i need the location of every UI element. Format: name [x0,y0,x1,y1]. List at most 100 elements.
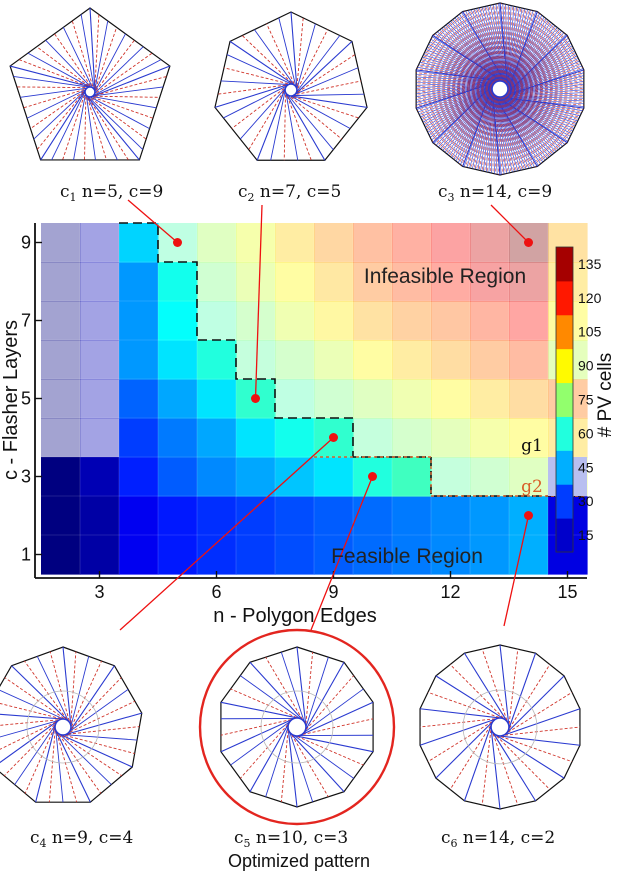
flasher-crease [494,733,565,779]
colorbar-band [556,450,573,485]
flasher-crease [507,7,522,91]
flasher-ring [462,689,538,765]
flasher-crease [287,94,351,129]
flasher-crease [492,91,530,169]
flasher-crease [495,95,573,132]
flasher-crease [26,87,89,119]
flasher-crease [84,91,87,160]
flasher-crease [451,20,507,85]
flasher-crease [493,93,549,158]
flasher-crease [36,88,87,150]
heatmap-cell [236,496,276,536]
flasher-crease [426,81,497,131]
heatmap-cell [158,379,198,419]
flasher-crease [454,84,494,161]
flasher-crease [20,87,90,98]
caption-c3: c3 n=14, c=9 [438,182,553,204]
flasher-crease [504,36,569,96]
flasher-crease [71,20,95,92]
heatmap-cell [314,496,354,536]
heatmap-cell [353,535,393,575]
flasher-crease [280,651,306,726]
flasher-crease [488,87,493,173]
flasher-crease [448,22,507,85]
flasher-crease [85,92,107,161]
flasher-crease [289,95,368,108]
flasher-crease [223,84,290,119]
flasher-crease [500,78,584,98]
flasher-crease [291,80,362,96]
flasher-crease [501,67,583,97]
flasher-crease [490,5,509,89]
flasher-crease [24,660,70,724]
flasher-crease [450,84,494,157]
flasher-crease [30,88,89,130]
flasher-crease [503,54,577,97]
flasher-crease [290,93,365,97]
colorbar-tick-label: 30 [578,493,594,509]
flasher-crease [490,88,493,173]
flasher-crease [492,92,538,167]
heatmap-cell [275,457,315,497]
flasher-crease [501,3,509,90]
flasher-crease [419,63,503,82]
leader-line [119,437,334,631]
heatmap-cell [158,340,198,380]
heatmap-cell [392,418,432,458]
sample-marker [173,238,182,247]
heatmap-cell [470,301,510,341]
flasher-crease [303,662,345,733]
flasher-crease [492,92,542,164]
flasher-crease [502,64,582,97]
flasher-crease [33,88,88,140]
flasher-crease [501,72,584,98]
flasher-crease [491,89,512,173]
heatmap-cell [197,301,237,341]
flasher-crease [495,3,509,89]
flasher-crease [503,50,575,97]
flasher-crease [470,9,508,87]
flasher-crease [506,17,546,94]
flasher-crease [492,91,533,168]
heatmap-cell [353,418,393,458]
flasher-crease [418,64,503,82]
flasher-crease [424,81,497,127]
flasher-crease [507,8,526,92]
flasher-crease [430,38,505,83]
colorbar: 15 30 45 60 75 90 105 120 135 [555,246,602,553]
leader-line [503,515,530,627]
heatmap-cell [275,301,315,341]
flasher-crease [497,96,581,115]
flasher-crease [431,82,496,141]
flasher-crease [455,16,507,86]
flasher-crease [502,61,581,97]
flasher-crease [416,80,500,99]
flasher-crease [288,94,359,119]
sample-marker [368,472,377,481]
flasher-crease [56,731,112,785]
heatmap-cell [392,223,432,263]
flasher-crease [466,85,493,168]
heatmap-cell [158,496,198,536]
flasher-crease [505,675,565,735]
flasher-crease [495,95,570,140]
flasher-crease [416,79,501,82]
flasher-crease [476,86,493,170]
flasher-crease [502,3,509,90]
heatmap-cell [197,496,237,536]
flasher-crease [483,6,508,88]
flasher-crease [304,652,314,729]
flasher-crease [491,728,519,806]
flasher-crease [416,76,502,82]
flasher-crease [420,81,498,118]
flasher-crease [499,95,584,98]
flasher-crease [499,726,580,737]
heatmap-cell [470,340,510,380]
flasher-crease [506,14,543,94]
heatmap-cell [236,262,276,302]
flasher-crease [492,91,526,170]
sample-marker [329,433,338,442]
heatmap-cell [431,496,471,536]
leader-line [490,204,529,243]
flasher-crease [51,89,87,161]
